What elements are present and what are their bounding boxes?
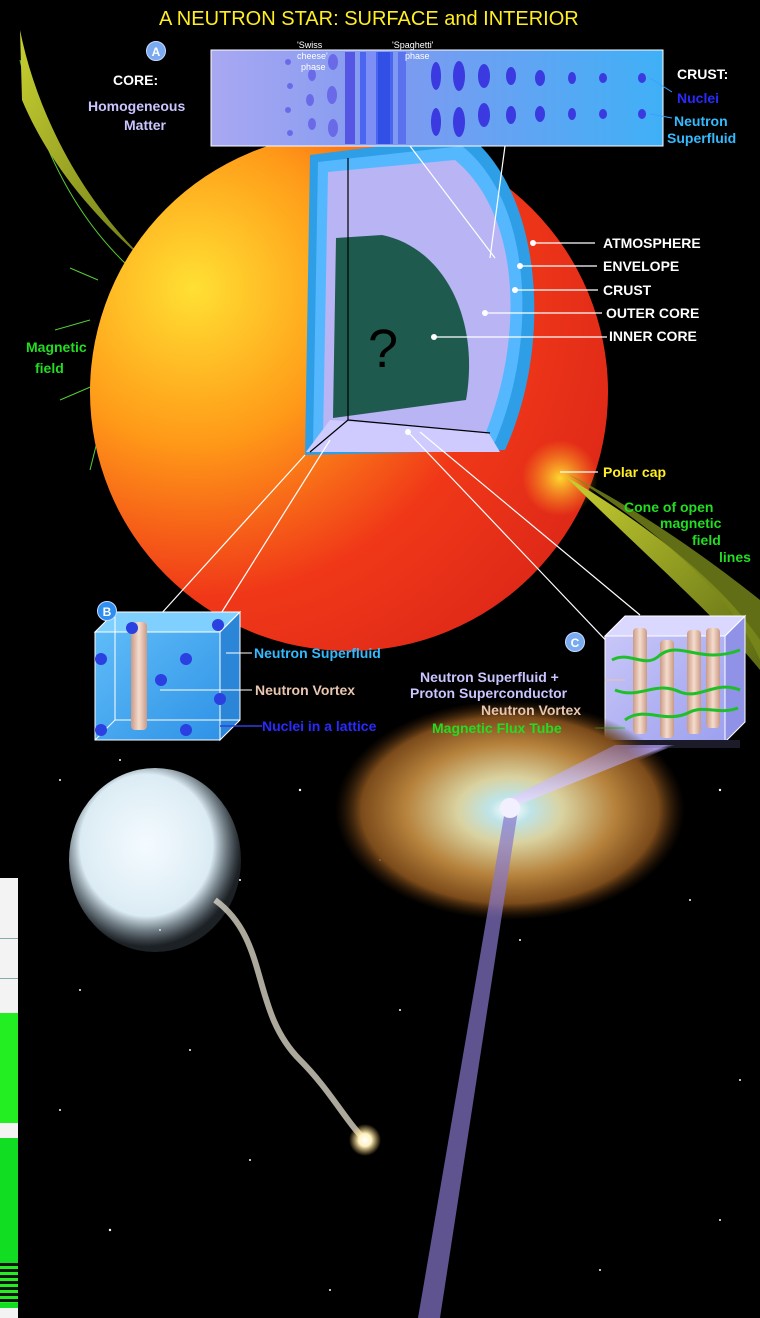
upper-jet <box>502 745 668 805</box>
layer-inner-core: INNER CORE <box>609 328 697 344</box>
badge-c: C <box>565 632 585 652</box>
layer-leaders <box>434 242 607 473</box>
panel-c-vortex: Neutron Vortex <box>481 702 582 718</box>
strip-line <box>0 938 18 939</box>
cone-line4: lines <box>719 549 751 565</box>
companion-star <box>69 768 241 952</box>
core-heading: CORE: <box>113 72 159 88</box>
polar-cap-glow <box>522 440 598 516</box>
badge-b: B <box>97 601 117 621</box>
layer-atmosphere: ATMOSPHERE <box>603 235 701 251</box>
unknown-core-mark: ? <box>368 319 399 379</box>
panel-b-vortex: Neutron Vortex <box>255 682 356 698</box>
layer-envelope: ENVELOPE <box>603 258 680 274</box>
panel-b-cube <box>93 610 262 742</box>
panel-c-flux: Magnetic Flux Tube <box>432 720 562 736</box>
layer-outer-core: OUTER CORE <box>606 305 700 321</box>
mass-stream <box>213 897 368 1143</box>
hot-spot <box>349 1124 381 1156</box>
magnetic-field-line1: Magnetic <box>26 339 87 355</box>
star-cutaway <box>305 135 535 455</box>
magnetic-field-line2: field <box>35 360 64 376</box>
badge-a: A <box>146 41 166 61</box>
crust-nuclei: Nuclei <box>677 90 720 106</box>
panel-b-superfluid: Neutron Superfluid <box>254 645 381 661</box>
strip-line <box>0 978 18 979</box>
cone-line3: field <box>692 532 721 548</box>
phase-swiss-3: phase <box>301 62 326 72</box>
figure-title: A NEUTRON STAR: SURFACE and INTERIOR <box>159 8 579 30</box>
phase-spaghetti-2: phase <box>405 51 430 61</box>
crust-superfluid: Superfluid <box>667 130 737 146</box>
panel-c-line2: Proton Superconductor <box>410 685 568 701</box>
polar-cap-label: Polar cap <box>603 464 667 480</box>
panel-b-lattice: Nuclei in a lattice <box>262 718 377 734</box>
phase-swiss-1: 'Swiss <box>297 40 323 50</box>
neutron-star-core <box>500 798 520 818</box>
strip-green-block <box>0 1013 18 1123</box>
left-edge-strip <box>0 878 18 1318</box>
core-line1: Homogeneous <box>88 98 186 114</box>
inset-leaders <box>159 431 641 651</box>
lower-jet <box>418 810 518 1318</box>
core-line2: Matter <box>124 117 167 133</box>
crust-neutron: Neutron <box>674 113 728 129</box>
cone-line2: magnetic <box>660 515 722 531</box>
strip-bars <box>0 1263 18 1303</box>
panel-c-line1: Neutron Superfluid + <box>420 669 559 685</box>
phase-spaghetti-1: 'Spaghetti' <box>392 40 434 50</box>
cone-line1: Cone of open <box>624 499 714 515</box>
phase-panel <box>210 49 673 259</box>
layer-crust: CRUST <box>603 282 652 298</box>
crust-heading: CRUST: <box>677 66 729 82</box>
panel-c-cube <box>595 614 747 744</box>
phase-swiss-2: cheese' <box>297 51 328 61</box>
